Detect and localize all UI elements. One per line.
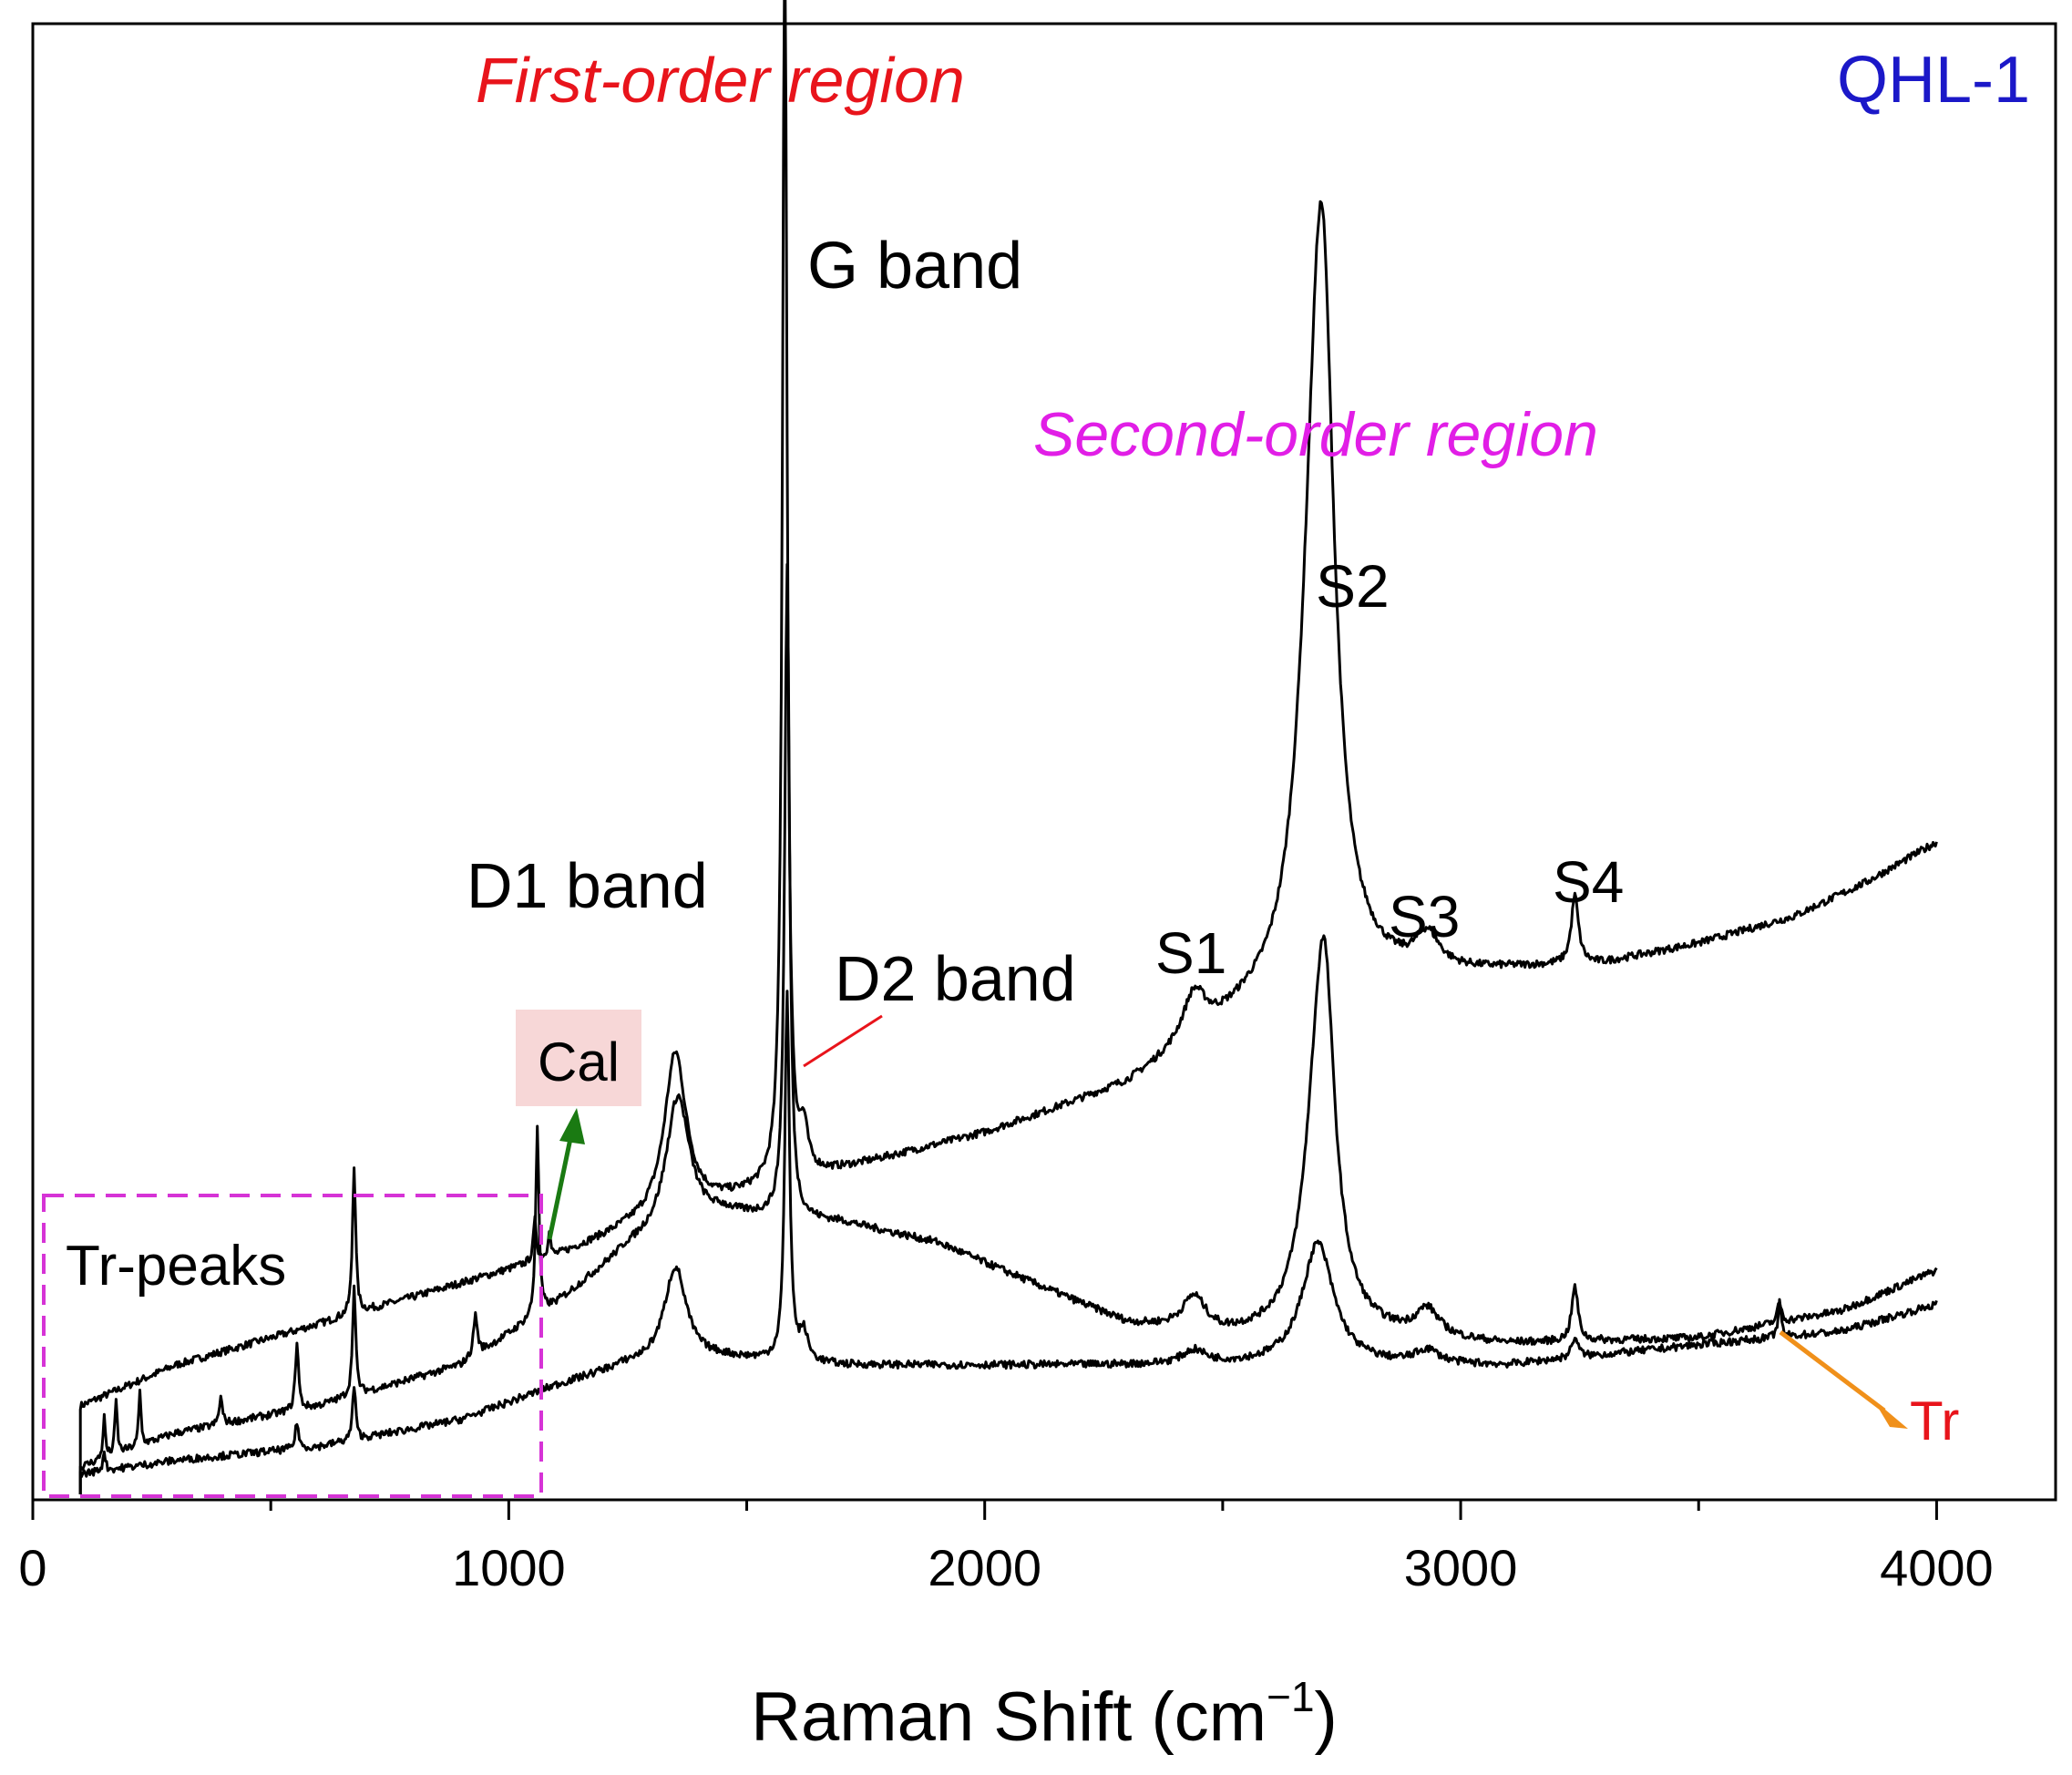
d2-leader-line [803, 1014, 883, 1068]
tr-arrow-head [1873, 1400, 1908, 1429]
x-axis-title-close: ) [1315, 1678, 1338, 1756]
tr-arrow [1779, 1330, 1886, 1412]
s2-label: S2 [1316, 552, 1390, 620]
g-band-label: G band [807, 230, 1022, 303]
x-tick-label: 2000 [928, 1539, 1041, 1596]
x-tick-label: 4000 [1880, 1539, 1994, 1596]
spectrum-line-3 [78, 990, 1938, 1494]
tr-peaks-label: Tr-peaks [66, 1235, 286, 1298]
second-order-region-label: Second-order region [1033, 400, 1598, 469]
tr-label: Tr [1910, 1390, 1959, 1452]
x-axis-title-main: Raman Shift (cm [751, 1678, 1267, 1756]
first-order-region-label: First-order region [476, 45, 965, 116]
cal-label: Cal [538, 1031, 620, 1093]
d1-band-label: D1 band [467, 850, 708, 921]
d2-band-label: D2 band [835, 943, 1076, 1014]
s4-label: S4 [1553, 849, 1624, 915]
s3-label: S3 [1389, 884, 1460, 949]
plot-frame [31, 22, 2057, 1502]
x-tick-label: 1000 [452, 1539, 566, 1596]
tr-peaks-box [42, 1194, 543, 1498]
s1-label: S1 [1155, 920, 1226, 986]
spectra [78, 0, 1938, 1494]
cal-arrow-head [559, 1108, 585, 1144]
cal-arrow [547, 1129, 575, 1240]
x-tick-label: 0 [18, 1539, 46, 1596]
x-tick-label: 3000 [1404, 1539, 1518, 1596]
x-axis-title: Raman Shift (cm−1) [751, 1673, 1338, 1756]
x-axis: 0 1000 2000 3000 4000 [18, 1500, 1994, 1596]
sample-label: QHL-1 [1837, 44, 2030, 117]
spectrum-line-1 [78, 0, 1938, 1494]
x-axis-title-sup: −1 [1267, 1673, 1314, 1720]
spectrum-line-2 [78, 562, 1938, 1494]
cal-box [516, 1010, 641, 1106]
